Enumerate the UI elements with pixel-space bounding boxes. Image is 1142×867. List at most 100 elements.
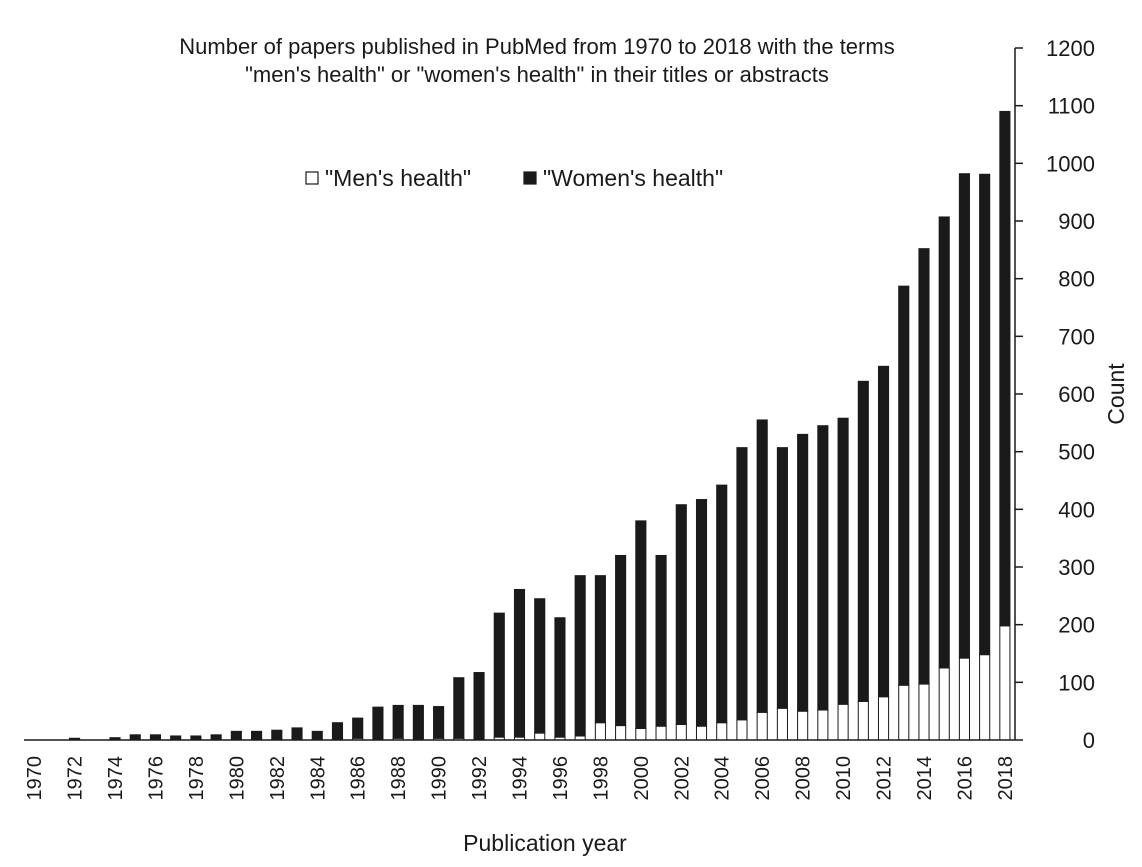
bar-women-1996 <box>554 617 566 738</box>
bar-women-1975 <box>129 734 141 741</box>
bar-women-1999 <box>615 554 627 727</box>
bar-women-1992 <box>473 672 485 741</box>
bar-women-2002 <box>675 504 687 725</box>
x-tick-label-1980: 1980 <box>226 756 248 801</box>
y-tick-label-1200: 1200 <box>1046 36 1095 61</box>
x-tick-label-1996: 1996 <box>550 756 572 801</box>
bar-men-2008 <box>797 710 809 741</box>
y-tick-label-300: 300 <box>1058 555 1095 580</box>
y-tick-label-1000: 1000 <box>1046 151 1095 176</box>
bar-women-1988 <box>392 704 404 739</box>
bar-women-1986 <box>352 717 364 739</box>
x-axis-label: Publication year <box>463 830 627 856</box>
x-tick-label-1978: 1978 <box>186 756 208 801</box>
bar-women-1976 <box>149 734 162 741</box>
legend-label-men: "Men's health" <box>325 165 471 191</box>
x-tick-label-2012: 2012 <box>874 756 896 801</box>
legend-swatch-men <box>305 171 319 185</box>
bar-women-1995 <box>534 598 546 734</box>
y-axis: 0 100 200 300 400 500 600 700 800 900 1000 1100 1200 <box>1014 36 1095 753</box>
bar-men-2015 <box>938 667 950 741</box>
x-tick-label-1982: 1982 <box>267 756 289 801</box>
bar-men-2000 <box>635 727 647 741</box>
legend-swatch-women <box>523 171 537 185</box>
x-tick-label-1988: 1988 <box>388 756 410 801</box>
x-tick-label-1994: 1994 <box>510 756 532 801</box>
x-tick-label-2014: 2014 <box>914 756 936 801</box>
chart-title-line-2: "men's health" or "women's health" in th… <box>245 62 829 87</box>
bar-men-2005 <box>736 719 748 741</box>
bar-women-1985 <box>331 722 344 741</box>
bar-women-2007 <box>776 447 788 709</box>
bars-group <box>69 110 1011 741</box>
bar-men-2014 <box>918 683 930 741</box>
bar-women-2012 <box>877 365 890 698</box>
bar-men-2010 <box>837 703 849 741</box>
bar-men-2001 <box>655 725 667 741</box>
x-tick-label-1976: 1976 <box>145 756 167 801</box>
x-tick-label-2002: 2002 <box>671 756 693 801</box>
x-tick-label-1998: 1998 <box>590 756 612 801</box>
bar-women-1984 <box>311 730 323 741</box>
x-tick-label-2008: 2008 <box>793 756 815 801</box>
bar-women-1991 <box>453 677 465 739</box>
x-tick-label-1970: 1970 <box>24 756 46 801</box>
y-tick-label-1100: 1100 <box>1048 94 1095 119</box>
bar-women-1997 <box>574 575 586 737</box>
bar-women-2017 <box>979 173 991 656</box>
bar-men-2012 <box>877 696 890 741</box>
y-tick-label-200: 200 <box>1058 613 1095 638</box>
x-tick-label-1986: 1986 <box>348 756 370 801</box>
x-tick-label-2018: 2018 <box>995 756 1017 801</box>
bar-men-2013 <box>898 684 910 741</box>
bar-women-1990 <box>433 706 445 739</box>
x-axis: 1970 1972 1974 1976 1978 1980 1982 1984 1986 1988… <box>24 739 1017 801</box>
x-tick-label-2016: 2016 <box>954 756 976 801</box>
bar-men-2002 <box>675 723 687 741</box>
bar-women-1987 <box>372 706 384 741</box>
x-tick-label-1974: 1974 <box>105 756 127 801</box>
bar-women-2004 <box>716 484 728 724</box>
x-tick-label-2006: 2006 <box>752 756 774 801</box>
bar-women-2011 <box>857 380 869 702</box>
bar-women-1979 <box>210 734 222 741</box>
x-tick-label-1990: 1990 <box>429 756 451 801</box>
x-tick-label-1984: 1984 <box>307 756 329 801</box>
bar-women-2003 <box>695 499 708 727</box>
bar-women-1989 <box>412 704 424 741</box>
bar-women-2008 <box>797 433 809 712</box>
bar-women-2014 <box>918 248 930 685</box>
bar-women-2018 <box>999 110 1011 627</box>
bar-men-2003 <box>695 725 708 741</box>
x-tick-label-1972: 1972 <box>65 756 87 801</box>
legend: "Men's health" "Women's health" <box>305 165 723 191</box>
y-tick-label-500: 500 <box>1058 440 1095 465</box>
bar-women-1994 <box>513 588 526 738</box>
chart-title-line-1: Number of papers published in PubMed fro… <box>179 34 894 59</box>
legend-label-women: "Women's health" <box>543 165 723 191</box>
bar-women-2006 <box>756 419 768 713</box>
bar-women-1993 <box>493 612 505 738</box>
bar-women-2010 <box>837 417 849 705</box>
bar-women-1981 <box>251 730 263 741</box>
bar-men-2004 <box>716 722 728 741</box>
x-tick-label-1992: 1992 <box>469 756 491 801</box>
y-tick-label-100: 100 <box>1058 670 1095 695</box>
bar-men-1995 <box>534 732 546 741</box>
bar-women-2015 <box>938 216 950 669</box>
bar-men-1999 <box>615 725 627 741</box>
y-tick-label-900: 900 <box>1058 209 1095 234</box>
bar-women-2001 <box>655 554 667 727</box>
y-tick-label-700: 700 <box>1058 324 1095 349</box>
y-tick-label-0: 0 <box>1083 728 1095 753</box>
bar-women-2013 <box>898 285 910 686</box>
bar-women-2005 <box>736 447 748 721</box>
bar-women-1980 <box>230 730 242 741</box>
bar-women-1998 <box>594 575 606 724</box>
bar-men-2011 <box>857 700 869 741</box>
bar-women-1983 <box>291 727 303 741</box>
x-tick-label-2010: 2010 <box>833 756 855 801</box>
bar-men-2017 <box>979 654 991 741</box>
